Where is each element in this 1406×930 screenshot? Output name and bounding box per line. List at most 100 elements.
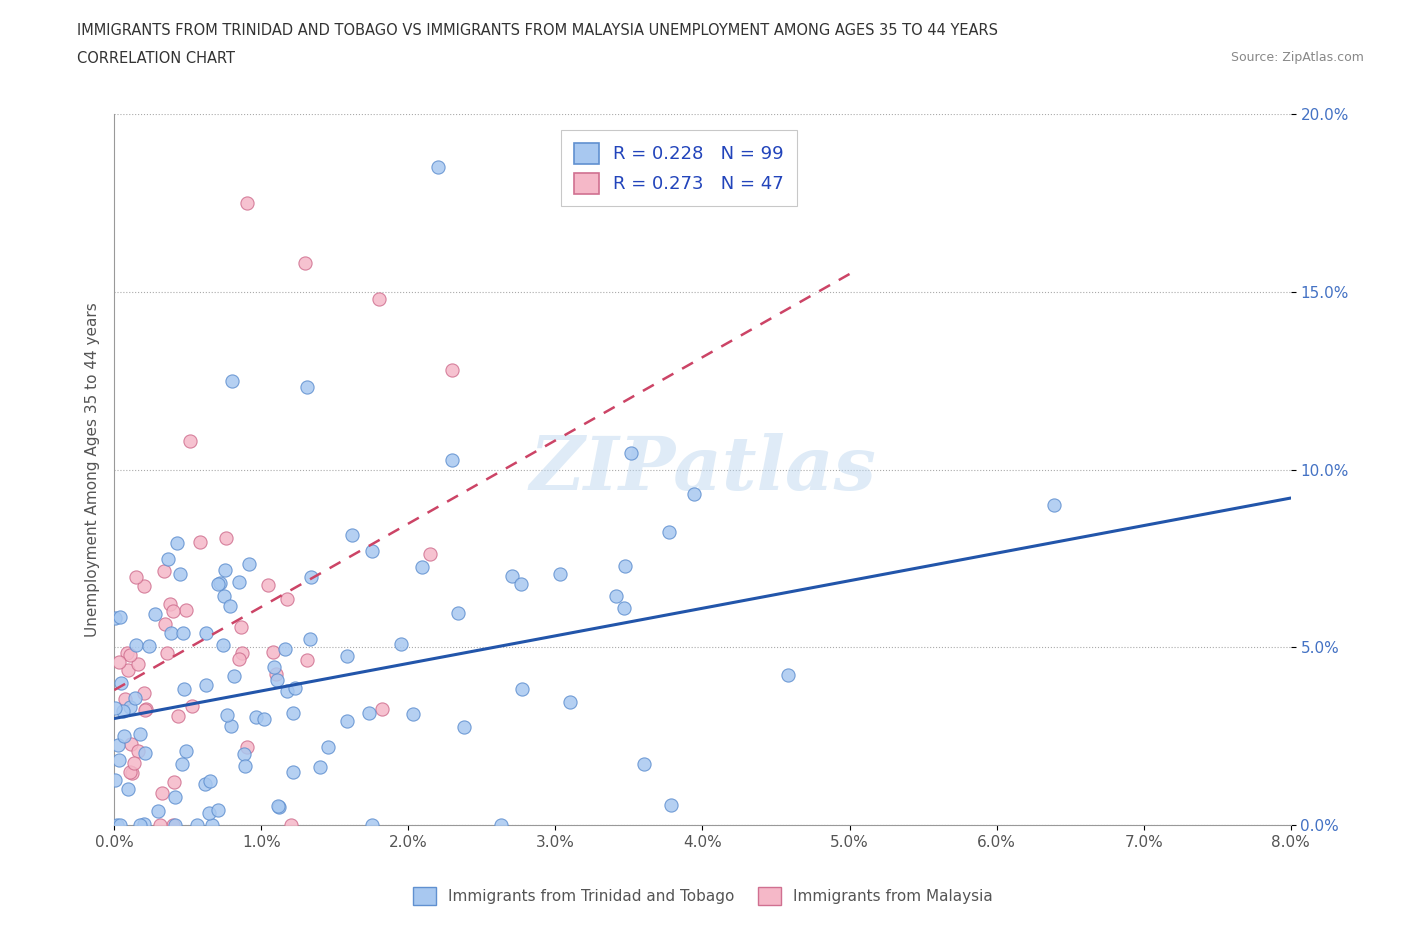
Point xyxy=(166,536,188,551)
Point xyxy=(233,747,256,762)
Point xyxy=(273,642,295,657)
Point xyxy=(548,566,571,581)
Point xyxy=(160,625,183,640)
Point xyxy=(778,667,800,682)
Point xyxy=(198,805,221,820)
Point xyxy=(309,760,332,775)
Point xyxy=(295,653,318,668)
Point xyxy=(266,673,288,688)
Point xyxy=(181,698,204,713)
Point xyxy=(231,645,253,660)
Point xyxy=(212,589,235,604)
Point xyxy=(276,591,298,606)
Point xyxy=(238,557,260,572)
Point xyxy=(659,798,682,813)
Point xyxy=(207,803,229,817)
Point xyxy=(263,660,285,675)
Point xyxy=(411,560,433,575)
Point xyxy=(162,603,184,618)
Point xyxy=(336,713,359,728)
Point xyxy=(105,817,128,832)
Point xyxy=(110,675,132,690)
Point xyxy=(231,619,253,634)
Point xyxy=(104,700,127,715)
Point xyxy=(148,817,170,832)
Point xyxy=(294,256,316,271)
Point xyxy=(267,798,290,813)
Point xyxy=(174,743,197,758)
Point xyxy=(127,657,149,671)
Point xyxy=(120,737,142,751)
Point xyxy=(214,563,236,578)
Point xyxy=(104,773,127,788)
Point xyxy=(138,638,160,653)
Point xyxy=(195,625,218,640)
Point xyxy=(297,379,319,394)
Point xyxy=(613,559,636,574)
Point xyxy=(233,759,256,774)
Point xyxy=(236,740,259,755)
Point xyxy=(361,543,384,558)
Point xyxy=(228,575,250,590)
Point xyxy=(253,712,276,727)
Text: IMMIGRANTS FROM TRINIDAD AND TOBAGO VS IMMIGRANTS FROM MALAYSIA UNEMPLOYMENT AMO: IMMIGRANTS FROM TRINIDAD AND TOBAGO VS I… xyxy=(77,23,998,38)
Point xyxy=(132,817,155,832)
Point xyxy=(118,647,141,662)
Point xyxy=(132,579,155,594)
Point xyxy=(186,817,208,832)
Point xyxy=(360,817,382,832)
Point xyxy=(283,764,305,779)
Point xyxy=(510,682,533,697)
Text: ZIPatlas: ZIPatlas xyxy=(529,433,876,506)
Point xyxy=(336,649,359,664)
Point xyxy=(128,817,150,832)
Point xyxy=(172,626,194,641)
Point xyxy=(447,605,470,620)
Point xyxy=(221,718,243,733)
Point xyxy=(359,706,381,721)
Point xyxy=(501,568,523,583)
Point xyxy=(157,551,180,566)
Point xyxy=(124,691,146,706)
Point xyxy=(159,597,181,612)
Point xyxy=(114,692,136,707)
Point xyxy=(148,804,170,818)
Point xyxy=(121,766,143,781)
Point xyxy=(200,817,222,832)
Point xyxy=(125,569,148,584)
Point xyxy=(402,707,425,722)
Point xyxy=(153,617,176,631)
Point xyxy=(267,800,290,815)
Point xyxy=(169,566,191,581)
Point xyxy=(135,702,157,717)
Point xyxy=(125,638,148,653)
Point xyxy=(153,564,176,578)
Point xyxy=(129,727,152,742)
Point xyxy=(316,740,339,755)
Point xyxy=(163,790,186,804)
Y-axis label: Unemployment Among Ages 35 to 44 years: Unemployment Among Ages 35 to 44 years xyxy=(86,302,100,637)
Point xyxy=(207,577,229,591)
Point xyxy=(108,817,131,832)
Point xyxy=(215,530,238,545)
Point xyxy=(222,668,245,683)
Point xyxy=(145,607,167,622)
Point xyxy=(218,599,240,614)
Point xyxy=(118,699,141,714)
Point xyxy=(156,646,179,661)
Legend: R = 0.228   N = 99, R = 0.273   N = 47: R = 0.228 N = 99, R = 0.273 N = 47 xyxy=(561,130,797,206)
Point xyxy=(107,654,129,669)
Point xyxy=(298,632,321,647)
Point xyxy=(162,817,184,832)
Point xyxy=(441,363,464,378)
Point xyxy=(195,678,218,693)
Point xyxy=(371,702,394,717)
Point xyxy=(441,452,464,467)
Point xyxy=(103,610,125,625)
Point xyxy=(426,160,449,175)
Point xyxy=(167,708,190,723)
Point xyxy=(108,753,131,768)
Point xyxy=(163,817,186,832)
Point xyxy=(179,433,201,448)
Point xyxy=(419,546,441,561)
